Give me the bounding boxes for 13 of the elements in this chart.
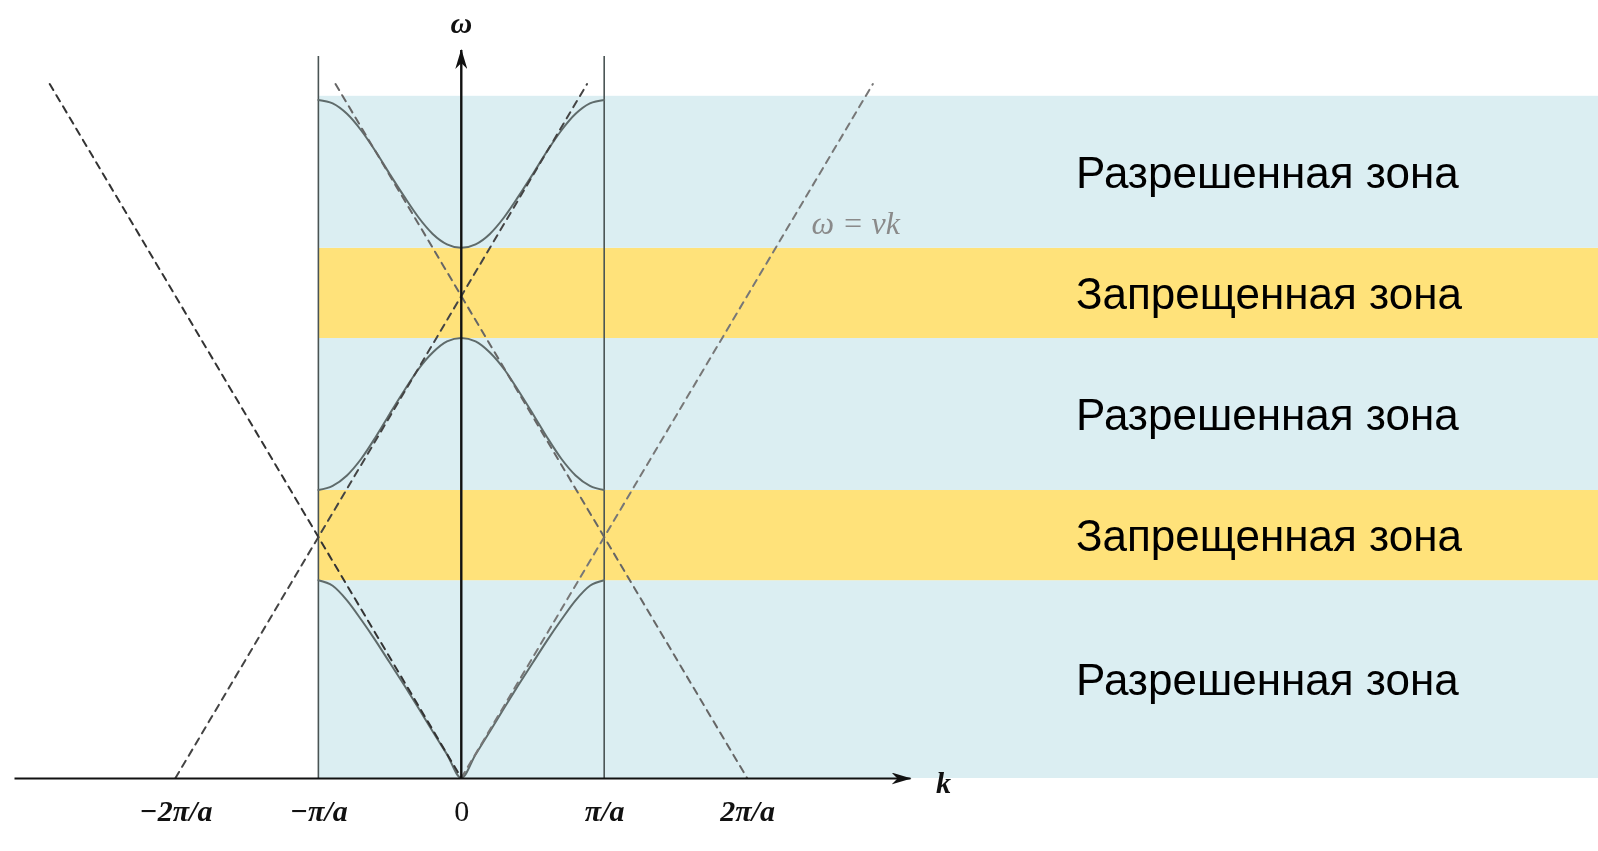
band-label: Разрешенная зона bbox=[1076, 654, 1460, 704]
x-tick-label: −2π/a bbox=[139, 794, 213, 828]
annotation: ω = vk bbox=[811, 204, 901, 241]
x-tick-label: π/a bbox=[584, 794, 625, 828]
band-label: Запрещенная зона bbox=[1076, 510, 1463, 560]
y-axis-title: ω bbox=[450, 5, 473, 39]
band-label: Разрешенная зона bbox=[1076, 147, 1460, 197]
band-label: Разрешенная зона bbox=[1076, 389, 1460, 439]
x-axis-title: k bbox=[936, 765, 951, 799]
x-tick-label: 2π/a bbox=[719, 794, 775, 828]
x-tick-label: 0 bbox=[454, 794, 470, 828]
band-label: Запрещенная зона bbox=[1076, 268, 1463, 318]
x-tick-label: −π/a bbox=[289, 794, 348, 828]
